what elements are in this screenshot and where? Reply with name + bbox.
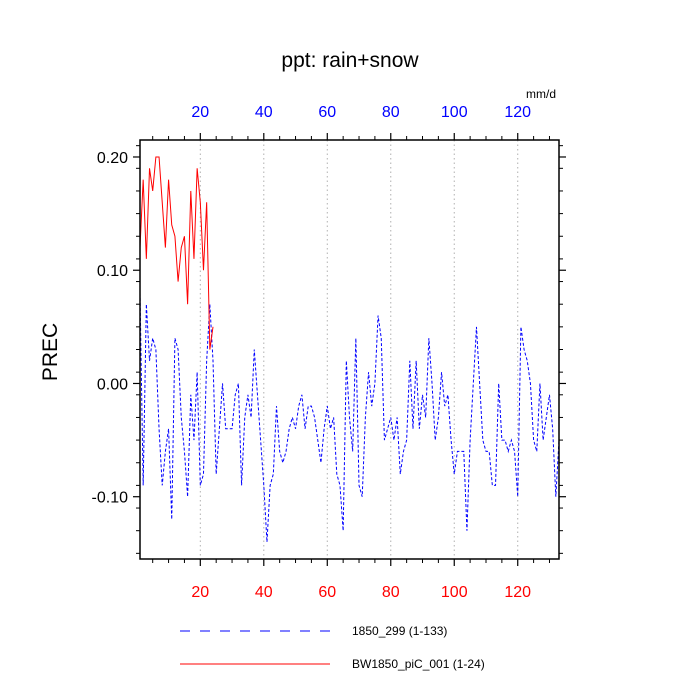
tick-labels: 0.20 0.10 0.00 -0.10 20 40 60 80 100 120 20 40 60 80 1…: [92, 104, 532, 601]
x-tick-label-bottom: 40: [255, 584, 273, 601]
y-tick-label: -0.10: [92, 490, 129, 507]
axes: [133, 133, 566, 566]
x-tick-label-bottom: 60: [318, 584, 336, 601]
y-tick-label: 0.20: [97, 150, 128, 167]
x-tick-label-top: 20: [191, 104, 209, 121]
chart-title: ppt: rain+snow: [281, 49, 419, 72]
legend: 1850_299 (1-133) BW1850_piC_001 (1-24): [180, 624, 485, 671]
legend-label-1: BW1850_piC_001 (1-24): [352, 657, 485, 671]
top-axis-units: mm/d: [526, 87, 556, 101]
y-tick-label: 0.10: [97, 263, 128, 280]
x-tick-label-top: 40: [255, 104, 273, 121]
series-line-0: [140, 292, 559, 543]
x-tick-label-top: 120: [504, 104, 531, 121]
legend-label-0: 1850_299 (1-133): [352, 624, 447, 638]
x-tick-label-bottom: 120: [504, 584, 531, 601]
grid-lines: [199, 140, 519, 559]
x-tick-label-bottom: 80: [382, 584, 400, 601]
plot-frame: [139, 139, 560, 560]
x-tick-label-top: 60: [318, 104, 336, 121]
x-tick-label-bottom: 20: [191, 584, 209, 601]
series-line-1: [140, 156, 214, 350]
y-tick-label: 0.00: [97, 376, 128, 393]
y-axis-label: PREC: [39, 323, 62, 381]
x-tick-label-top: 100: [441, 104, 468, 121]
series-layer: [140, 156, 559, 543]
x-tick-label-top: 80: [382, 104, 400, 121]
x-tick-label-bottom: 100: [441, 584, 468, 601]
